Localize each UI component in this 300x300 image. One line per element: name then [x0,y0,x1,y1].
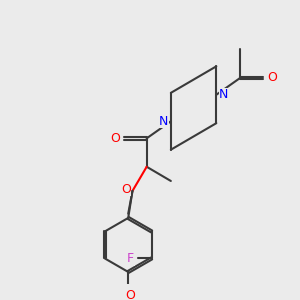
Text: N: N [219,88,229,101]
Text: O: O [267,71,277,84]
Text: O: O [110,132,120,145]
Text: F: F [127,252,134,265]
Text: N: N [159,115,168,128]
Text: O: O [125,289,135,300]
Text: O: O [121,182,131,196]
